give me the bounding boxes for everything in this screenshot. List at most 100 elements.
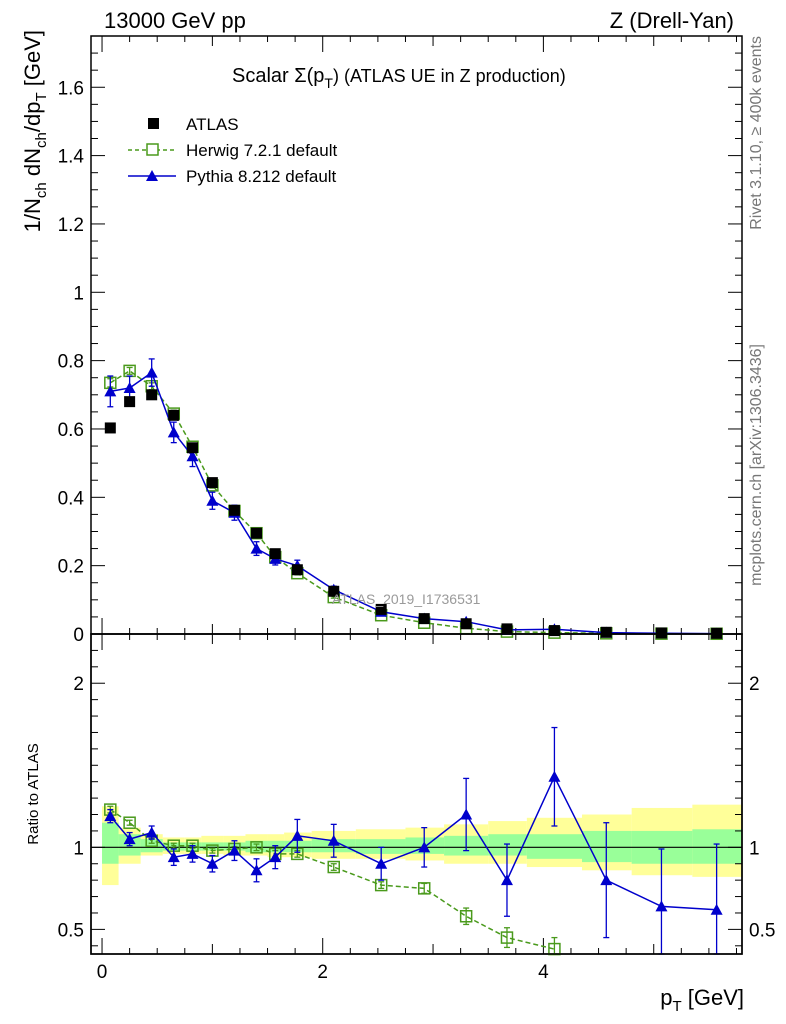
header-right: Z (Drell-Yan) (610, 8, 734, 33)
atlas-point (460, 618, 472, 630)
title-main: Scalar Σ(p (232, 65, 324, 87)
ratio-pythia-point (710, 903, 723, 915)
atlas-point (146, 389, 158, 401)
main-panel: 0 0.2 0.4 0.6 0.8 1 1.2 1.4 1.6 (58, 35, 743, 646)
ratio-pythia-point (250, 864, 263, 876)
ratio-pythia-point (418, 841, 431, 853)
ratio-pythia-point (327, 834, 340, 846)
xtick-label: 2 (317, 962, 328, 983)
legend-pythia-label: Pythia 8.212 default (186, 167, 337, 186)
atlas-point (291, 564, 303, 576)
ratio-pythia-point (600, 874, 613, 886)
atlas-point (375, 603, 387, 615)
ratio-pythia-point (500, 874, 513, 886)
pythia-point (104, 385, 117, 397)
pythia-point (186, 450, 199, 462)
band-inner-segment (102, 822, 119, 864)
atlas-point (655, 627, 667, 639)
band-inner-segment (201, 842, 224, 851)
ratio-ytick-label-right: 0.5 (749, 920, 775, 941)
atlas-point (124, 396, 136, 408)
pythia-point (250, 542, 263, 554)
ratio-herwig-point (123, 816, 136, 829)
ratio-herwig-point (327, 860, 340, 874)
ytick-label: 1.6 (58, 78, 84, 99)
ratio-herwig-point (206, 844, 219, 857)
band-inner-segment (355, 839, 406, 854)
atlas-point (269, 548, 281, 560)
atlas-point (548, 625, 560, 637)
ratio-pythia-point (228, 844, 241, 856)
title-rest: ) (ATLAS UE in Z production) (333, 66, 566, 86)
ratio-panel: 0 2 4 0.5 0.5 1 1 2 2 (58, 633, 775, 983)
ratio-herwig-point (548, 942, 561, 956)
legend: ATLAS Herwig 7.2.1 default Pythia 8.212 … (128, 115, 337, 186)
ratio-pythia-point (186, 847, 199, 859)
ratio-pythia-point (123, 833, 136, 845)
ratio-frame-top (90, 633, 743, 955)
atlas-point (187, 442, 199, 454)
ytick-label: 1 (73, 283, 84, 304)
rivet-label: Rivet 3.1.10, ≥ 400k events (748, 36, 765, 230)
x-axis-label: pT [GeV] (660, 985, 744, 1015)
ratio-pythia-point (291, 829, 304, 841)
legend-atlas-marker (148, 118, 159, 129)
ratio-pythia-point (269, 851, 282, 863)
legend-herwig-label: Herwig 7.2.1 default (186, 141, 337, 160)
header-left: 13000 GeV pp (104, 8, 246, 33)
band-inner-segment (526, 834, 583, 859)
xtick-label: 0 (97, 962, 108, 983)
atlas-point (418, 613, 430, 625)
mcplots-label: mcplots.cern.ch [arXiv:1306.3436] (748, 344, 765, 586)
atlas-point (104, 422, 116, 434)
atlas-point (228, 504, 240, 516)
ratio-herwig-point (374, 878, 388, 892)
atlas-point (168, 409, 180, 421)
ytick-label: 0.2 (58, 557, 84, 578)
ytick-label: 0.6 (58, 420, 84, 441)
xlabel-rest: [GeV] (682, 985, 744, 1010)
xtick-label: 4 (538, 962, 549, 983)
pythia-point (167, 426, 180, 438)
watermark: ATLAS_2019_I1736531 (332, 591, 481, 607)
ratio-ylabel: Ratio to ATLAS (25, 743, 42, 844)
legend-herwig-marker (146, 143, 159, 156)
ratio-pythia-point (145, 826, 158, 838)
ratio-pythia-point (167, 851, 180, 863)
ratio-pythia-point (655, 900, 668, 912)
ratio-frame (90, 633, 743, 955)
ratio-herwig-point (459, 910, 473, 923)
ytick-label: 0.4 (58, 488, 85, 509)
pythia-point (123, 381, 136, 393)
ratio-pythia-point (206, 857, 219, 869)
pythia-point (206, 494, 219, 506)
ratio-herwig-point (250, 841, 263, 854)
main-title: Scalar Σ(pT) (ATLAS UE in Z production) (232, 65, 566, 91)
ytick-label: 0.8 (58, 352, 84, 373)
ratio-herwig-point (417, 882, 431, 895)
ratio-pythia-point (548, 770, 561, 782)
legend-pythia-marker (146, 170, 158, 181)
atlas-point (251, 527, 263, 539)
main-ylabel: 1/Nch dNch/dpT [GeV] (20, 30, 50, 232)
atlas-point (501, 623, 513, 635)
ytick-label: 1.4 (58, 147, 85, 168)
legend-atlas-label: ATLAS (186, 115, 239, 134)
title-sub: T (324, 75, 333, 91)
pythia-point (145, 366, 158, 378)
ratio-ytick-label: 2 (73, 674, 84, 695)
ratio-ytick-label: 1 (73, 838, 84, 859)
atlas-point (206, 477, 218, 489)
herwig-point (123, 364, 136, 378)
atlas-point (328, 585, 340, 597)
xlabel-sub: T (672, 998, 681, 1015)
ratio-herwig-point (500, 931, 514, 944)
xlabel-main: p (660, 985, 672, 1010)
ratio-pythia-point (375, 857, 388, 869)
ratio-ytick-label-right: 2 (749, 674, 760, 695)
ytick-label: 0 (73, 625, 84, 646)
ratio-ytick-label: 0.5 (58, 920, 84, 941)
ratio-ytick-label-right: 1 (749, 838, 760, 859)
ratio-pythia-point (460, 808, 473, 820)
